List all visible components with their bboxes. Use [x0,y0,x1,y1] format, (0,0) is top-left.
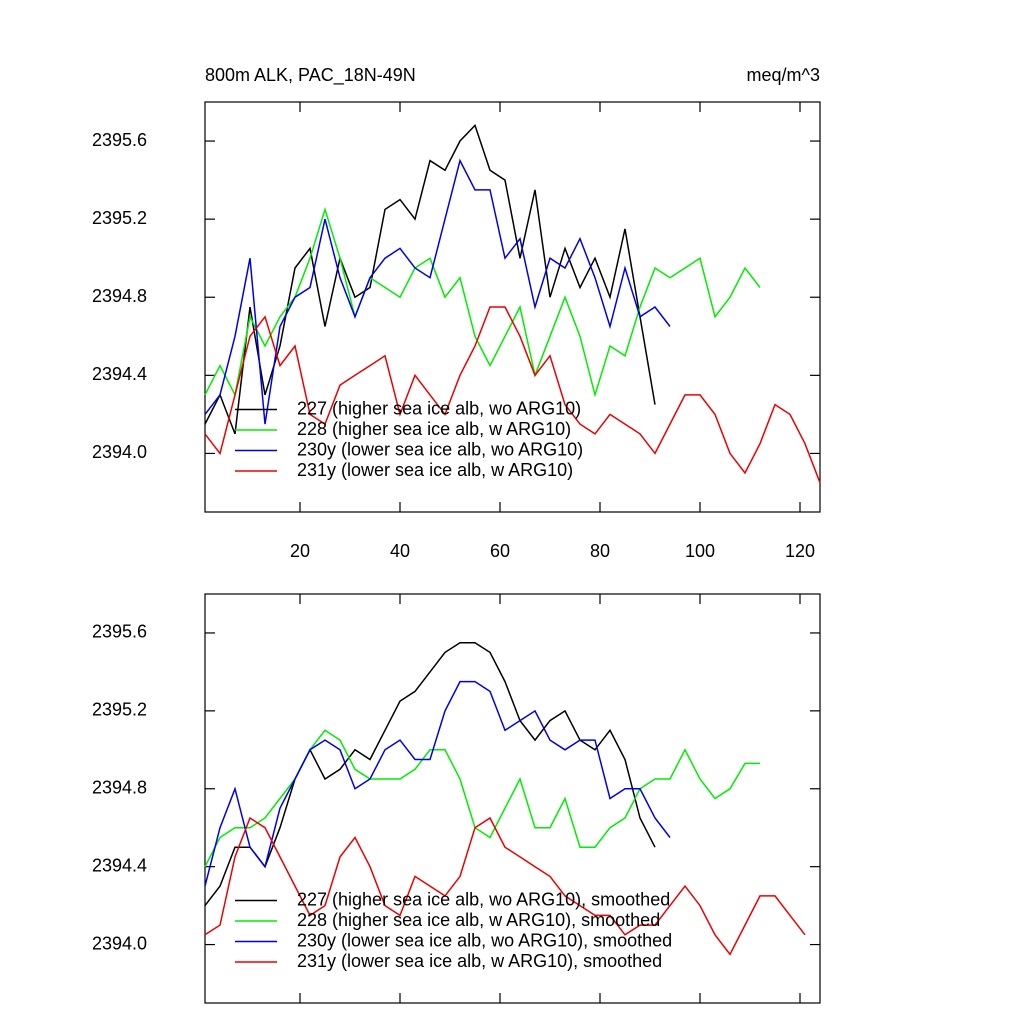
y-tick-label: 2394.4 [92,364,147,384]
series-line [204,206,761,398]
x-tick-label: 120 [785,541,815,561]
legend-label: 231y (lower sea ice alb, w ARG10), smoot… [297,951,662,971]
legend-label: 228 (higher sea ice alb, w ARG10), smoot… [297,910,660,930]
series-line [204,123,656,435]
legend-label: 228 (higher sea ice alb, w ARG10) [297,419,571,439]
y-tick-label: 2394.0 [92,933,147,953]
x-tick-label: 40 [390,541,410,561]
y-tick-label: 2395.2 [92,208,147,228]
legend-label: 227 (higher sea ice alb, wo ARG10) [297,398,581,418]
chart-title: 800m ALK, PAC_18N-49N [205,65,416,86]
series-line [204,680,671,887]
legend-label: 230y (lower sea ice alb, wo ARG10) [297,439,583,459]
y-tick-label: 2395.6 [92,130,147,150]
series-line [204,816,806,956]
plot-frame [204,593,821,1004]
units-label: meq/m^3 [747,65,820,85]
y-tick-label: 2394.8 [92,778,147,798]
y-tick-label: 2394.8 [92,286,147,306]
x-tick-label: 20 [290,541,310,561]
legend-label: 227 (higher sea ice alb, wo ARG10), smoo… [297,889,670,909]
legend-label: 230y (lower sea ice alb, wo ARG10), smoo… [297,930,672,950]
series-line [204,158,671,425]
x-tick-label: 80 [590,541,610,561]
plot-frame [204,101,821,513]
series-line [204,641,656,907]
series-line [204,306,821,483]
y-tick-label: 2394.0 [92,442,147,462]
x-tick-label: 100 [685,541,715,561]
y-tick-label: 2394.4 [92,855,147,875]
legend-label: 231y (lower sea ice alb, w ARG10) [297,460,573,480]
y-tick-label: 2395.2 [92,700,147,720]
y-tick-label: 2395.6 [92,622,147,642]
x-tick-label: 60 [490,541,510,561]
